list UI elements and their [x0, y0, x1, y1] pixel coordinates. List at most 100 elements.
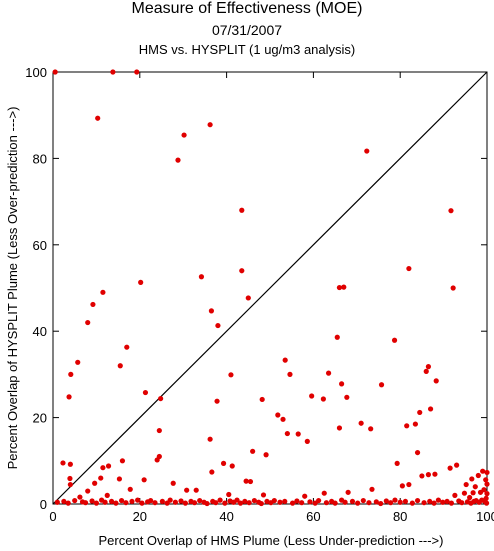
- data-point: [432, 471, 438, 477]
- data-point: [406, 481, 412, 488]
- data-point: [182, 500, 188, 506]
- data-point: [61, 498, 67, 505]
- data-point: [406, 265, 412, 272]
- data-point: [260, 492, 267, 498]
- data-point: [67, 475, 73, 482]
- data-point: [427, 406, 434, 412]
- data-point: [484, 481, 490, 487]
- data-point: [397, 499, 403, 505]
- data-point: [448, 500, 455, 506]
- data-point: [475, 472, 481, 479]
- data-point: [251, 497, 257, 504]
- data-point: [399, 483, 405, 489]
- data-point: [110, 69, 116, 75]
- data-point: [243, 478, 249, 484]
- data-point: [220, 460, 227, 466]
- data-point: [118, 497, 125, 504]
- data-point: [461, 490, 468, 496]
- data-point: [452, 492, 458, 498]
- data-point: [332, 500, 338, 506]
- data-point: [60, 460, 66, 466]
- data-point: [263, 452, 269, 458]
- data-point: [100, 289, 106, 295]
- x-tick-label: 80: [393, 509, 407, 524]
- data-point: [207, 436, 213, 442]
- x-tick-label: 40: [219, 509, 233, 524]
- data-point: [213, 500, 219, 506]
- data-point: [134, 69, 140, 75]
- data-point: [245, 295, 251, 301]
- data-point: [392, 497, 398, 503]
- data-point: [95, 115, 101, 121]
- data-point: [448, 208, 454, 214]
- data-point: [181, 132, 187, 138]
- data-point: [336, 284, 343, 291]
- data-point: [116, 476, 122, 482]
- data-point: [378, 382, 385, 388]
- data-point: [277, 499, 283, 505]
- data-point: [54, 499, 60, 505]
- data-point: [67, 461, 73, 467]
- data-point: [123, 500, 129, 506]
- data-point: [480, 468, 486, 474]
- data-point: [309, 393, 315, 399]
- data-point: [414, 497, 421, 504]
- data-point: [239, 207, 245, 213]
- data-point: [229, 463, 235, 469]
- data-point: [444, 498, 450, 505]
- chart-title: Measure of Effectiveness (MOE): [131, 0, 363, 17]
- data-point: [89, 498, 95, 504]
- data-point: [454, 462, 460, 468]
- data-point: [222, 500, 228, 506]
- data-point: [129, 498, 135, 505]
- data-point: [342, 499, 348, 505]
- data-point: [477, 489, 484, 495]
- data-point: [105, 463, 112, 469]
- data-point: [226, 491, 232, 498]
- data-point: [197, 497, 203, 504]
- data-point: [104, 492, 110, 498]
- data-point: [113, 500, 119, 506]
- data-point: [344, 394, 350, 400]
- data-point: [484, 491, 490, 497]
- data-point: [258, 500, 264, 507]
- data-point: [417, 409, 423, 416]
- data-point: [373, 499, 379, 505]
- data-point: [388, 500, 394, 506]
- data-point: [280, 416, 286, 422]
- data-point: [98, 475, 104, 481]
- data-point: [175, 157, 181, 163]
- data-point: [92, 480, 98, 486]
- data-point: [119, 458, 126, 464]
- data-point: [341, 284, 347, 290]
- data-point: [459, 500, 465, 506]
- data-point: [304, 438, 310, 444]
- data-point: [275, 412, 281, 418]
- data-point: [368, 426, 374, 432]
- data-point: [287, 371, 293, 377]
- data-point: [355, 500, 361, 506]
- data-point: [402, 498, 409, 505]
- data-point: [178, 498, 184, 504]
- data-point: [52, 69, 58, 75]
- data-point: [67, 481, 73, 488]
- data-point: [369, 486, 375, 492]
- data-point: [282, 357, 288, 363]
- data-point: [469, 476, 475, 482]
- data-point: [345, 489, 351, 495]
- data-point: [425, 472, 432, 478]
- data-point: [156, 453, 162, 460]
- data-point: [82, 500, 89, 506]
- data-point: [467, 494, 473, 501]
- data-point: [419, 473, 425, 479]
- data-point: [360, 497, 366, 504]
- data-point: [93, 500, 99, 506]
- data-point: [323, 500, 330, 506]
- y-tick-label: 20: [33, 411, 47, 426]
- data-point: [472, 484, 478, 490]
- data-point: [427, 498, 433, 505]
- data-point: [141, 477, 147, 483]
- data-point: [242, 498, 248, 505]
- data-point: [214, 398, 220, 404]
